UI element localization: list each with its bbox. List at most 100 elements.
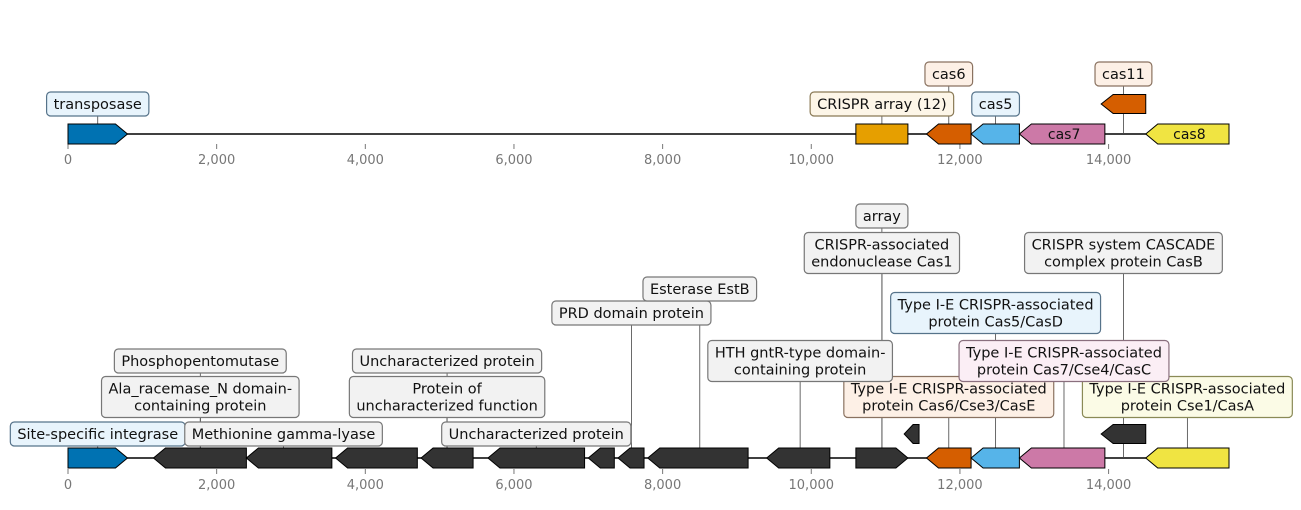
bottom-gene-label-text: Type I-E CRISPR-associated [965,346,1162,362]
bottom-gene-label-box [958,339,1170,383]
top-axis-tick-label: 6,000 [495,153,532,168]
bottom-gene-label-text: Phosphopentomutase [121,354,279,370]
bottom-gene-label-box [707,339,894,383]
bottom-gene-label-box [855,203,909,229]
bottom-gene-label-text: endonuclease Cas1 [811,255,952,271]
top-gene-label-text: cas6 [932,67,966,83]
bottom-gene-arrow [617,447,645,469]
top-gene-label-text: cas5 [979,97,1013,113]
top-gene-label-box [1094,61,1153,87]
bottom-gene-label-text: uncharacterized function [356,399,537,415]
top-axis-tick-label: 0 [64,153,72,168]
bottom-gene-arrow [587,447,615,469]
bottom-gene-label: Phosphopentomutase [113,348,287,374]
bottom-gene-label-box [642,276,758,302]
bottom-gene-label-text: array [863,209,901,225]
bottom-gene-label-text: CRISPR-associated [815,238,950,254]
top-gene-label-text: CRISPR array (12) [817,97,947,113]
bottom-gene-label-text: HTH gntR-type domain- [715,346,886,362]
bottom-gene-arrow [245,447,333,469]
bottom-gene-label-box [100,375,300,419]
bottom-gene-label-text: Ala_racemase_N domain- [109,382,293,398]
bottom-gene-label-text: Type I-E CRISPR-associated [850,382,1047,398]
bottom-gene-label: Uncharacterized protein [351,348,543,374]
bottom-gene-label: Site-specific integrase [9,421,186,447]
bottom-axis-tick-label: 6,000 [495,478,532,493]
bottom-gene-arrow [334,447,418,469]
bottom-gene-label-text: protein Cas7/Cse4/CasC [977,363,1151,379]
top-gene-label-text: cas11 [1102,67,1145,83]
bottom-gene-label-text: complex protein CasB [1044,255,1203,271]
top-gene-label-box [971,91,1021,117]
top-gene-arrow [1144,123,1230,145]
top-gene-label: cas5 [971,91,1021,117]
bottom-gene-label-box [1023,231,1223,275]
top-axis-tick-label: 2,000 [198,153,235,168]
bottom-gene-label-box [551,300,712,326]
top-gene-label: cas11 [1094,61,1153,87]
bottom-gene-arrow [765,447,831,469]
bottom-gene-arrow [1018,447,1106,469]
top-gene-label: CRISPR array (12) [809,91,955,117]
top-gene-arrow [67,123,129,145]
bottom-gene-label-text: Uncharacterized protein [449,427,624,443]
bottom-gene-label-text: CRISPR system CASCADE [1032,238,1216,254]
bottom-gene-label-text: Site-specific integrase [17,427,178,443]
bottom-gene-label-text: Type I-E CRISPR-associated [1088,382,1285,398]
bottom-gene-arrow [903,424,920,444]
bottom-gene-label-box [113,348,287,374]
bottom-axis-tick-label: 14,000 [1086,478,1132,493]
bottom-gene-label-text: protein Cse1/CasA [1121,399,1254,415]
top-gene-arrow [1018,123,1106,145]
bottom-gene-label-text: Type I-E CRISPR-associated [897,298,1094,314]
bottom-gene-arrow [487,447,586,469]
top-gene-label: cas6 [924,61,974,87]
top-gene-label: transposase [45,91,150,117]
bottom-gene-label-box [348,375,546,419]
track-top: 0 2,000 4,000 6,000 8,000 10,000 12,000 14,000 c… [45,61,1230,168]
bottom-axis-tick-label: 2,000 [198,478,235,493]
bottom-gene-label-box [803,231,961,275]
bottom-gene-label-box [351,348,543,374]
bottom-gene-label-text: Protein of [412,382,482,398]
bottom-gene-label: HTH gntR-type domain-containing protein [707,339,894,383]
bottom-gene-label-text: protein Cas6/Cse3/CasE [862,399,1035,415]
bottom-gene-label-text: containing protein [134,399,266,415]
top-gene-label-box [924,61,974,87]
bottom-gene-arrow [925,447,972,469]
bottom-gene-arrow [1100,424,1147,444]
bottom-gene-label-box [184,421,383,447]
top-gene-label-box [45,91,150,117]
bottom-axis-tick-label: 8,000 [644,478,681,493]
bottom-gene-arrow [67,447,129,469]
bottom-gene-arrow [1144,447,1230,469]
top-gene-name: cas8 [1173,127,1205,143]
bottom-axis-tick-label: 12,000 [937,478,983,493]
bottom-gene-arrow [970,447,1020,469]
bottom-axis-tick-label: 4,000 [347,478,384,493]
bottom-gene-label-text: containing protein [734,363,866,379]
bottom-gene-arrow [855,447,909,469]
top-axis-tick-label: 10,000 [789,153,835,168]
bottom-axis-tick-label: 10,000 [789,478,835,493]
bottom-axis-tick-label: 0 [64,478,72,493]
bottom-gene-label-box [441,421,632,447]
top-gene-label-box [809,91,955,117]
top-gene-arrow [1100,94,1147,114]
top-axis-tick-label: 14,000 [1086,153,1132,168]
bottom-gene-label: Esterase EstB [642,276,758,302]
bottom-gene-label-box [890,291,1102,335]
top-axis-tick-label: 12,000 [937,153,983,168]
bottom-gene-label: Methionine gamma-lyase [184,421,383,447]
bottom-gene-arrow [152,447,247,469]
top-gene-arrow [925,123,972,145]
bottom-gene-label-text: Uncharacterized protein [359,354,534,370]
